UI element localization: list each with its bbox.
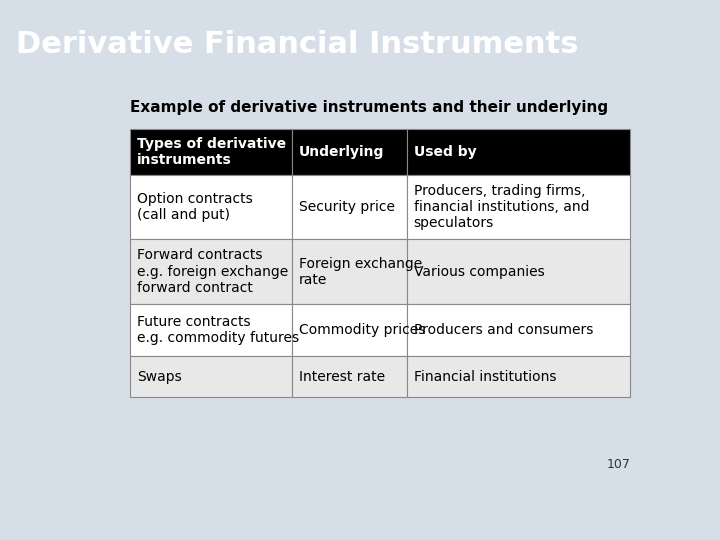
Bar [130, 175, 292, 239]
Text: Commodity prices: Commodity prices [299, 323, 425, 337]
Bar [292, 356, 407, 397]
Text: Various companies: Various companies [413, 265, 544, 279]
Text: Option contracts
(call and put): Option contracts (call and put) [137, 192, 253, 222]
Bar [130, 129, 292, 175]
Bar [292, 175, 407, 239]
Text: Derivative Financial Instruments: Derivative Financial Instruments [16, 30, 578, 59]
Text: Types of derivative
instruments: Types of derivative instruments [137, 137, 286, 167]
Text: Interest rate: Interest rate [299, 370, 384, 383]
Text: Producers and consumers: Producers and consumers [413, 323, 593, 337]
Bar [292, 239, 407, 304]
Bar [130, 356, 292, 397]
Text: Used by: Used by [413, 145, 476, 159]
Text: Financial institutions: Financial institutions [413, 370, 556, 383]
Text: Security price: Security price [299, 200, 395, 214]
Text: Producers, trading firms,
financial institutions, and
speculators: Producers, trading firms, financial inst… [413, 184, 589, 231]
Text: Underlying: Underlying [299, 145, 384, 159]
Bar [407, 129, 630, 175]
Text: Foreign exchange
rate: Foreign exchange rate [299, 256, 422, 287]
Text: Forward contracts
e.g. foreign exchange
forward contract: Forward contracts e.g. foreign exchange … [137, 248, 288, 295]
Bar [292, 129, 407, 175]
Text: Future contracts
e.g. commodity futures: Future contracts e.g. commodity futures [137, 315, 299, 345]
Bar [407, 239, 630, 304]
Bar [407, 175, 630, 239]
Text: 107: 107 [606, 458, 630, 471]
Text: Example of derivative instruments and their underlying: Example of derivative instruments and th… [130, 100, 608, 115]
Bar [407, 356, 630, 397]
Bar [130, 239, 292, 304]
Text: Swaps: Swaps [137, 370, 181, 383]
Bar [292, 304, 407, 356]
Bar [130, 304, 292, 356]
Bar [407, 304, 630, 356]
